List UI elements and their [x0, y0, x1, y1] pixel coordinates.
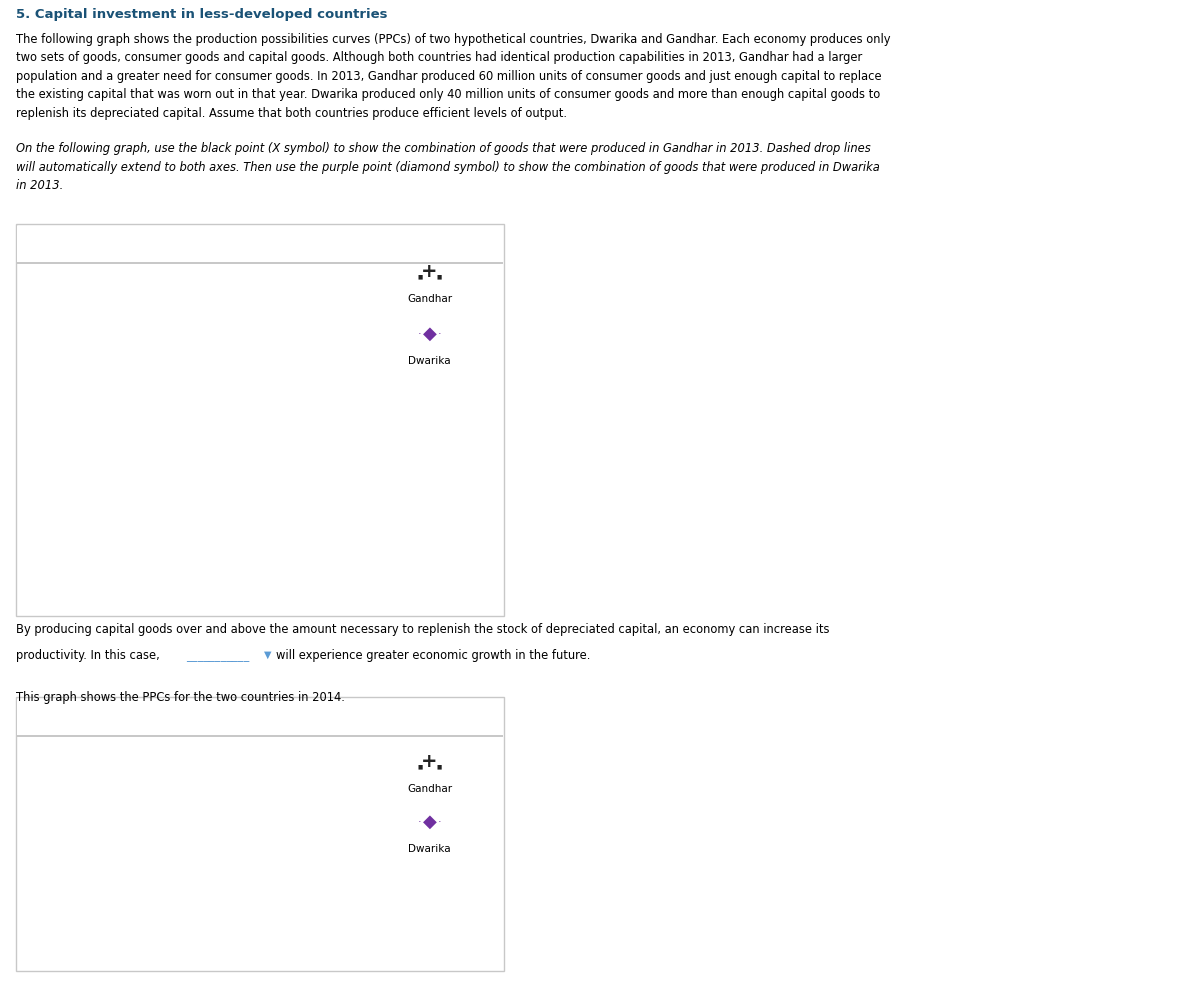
Text: ·: ·	[418, 329, 422, 339]
Text: ___________: ___________	[186, 649, 250, 662]
Text: PPC₁: PPC₁	[80, 824, 101, 833]
Text: ·: ·	[437, 329, 442, 339]
Text: ◆: ◆	[422, 325, 437, 343]
Text: productivity. In this case,: productivity. In this case,	[16, 649, 160, 662]
Text: Dwarika: Dwarika	[408, 844, 451, 854]
Text: The following graph shows the production possibilities curves (PPCs) of two hypo: The following graph shows the production…	[16, 33, 890, 120]
Text: ■: ■	[418, 274, 422, 280]
Circle shape	[472, 702, 496, 722]
Text: ■: ■	[437, 764, 442, 770]
Text: +: +	[421, 262, 438, 282]
Text: This graph shows the PPCs for the two countries in 2014.: This graph shows the PPCs for the two co…	[16, 691, 344, 704]
Text: will experience greater economic growth in the future.: will experience greater economic growth …	[276, 649, 590, 662]
Text: ·: ·	[418, 817, 422, 827]
Text: PPC of Both Countries: PPC of Both Countries	[80, 395, 179, 404]
X-axis label: CONSUMER GOODS (Millions of units): CONSUMER GOODS (Millions of units)	[137, 607, 320, 617]
Text: 5. Capital investment in less-developed countries: 5. Capital investment in less-developed …	[16, 8, 388, 21]
Y-axis label: CAPITAL GOODS (Millions of units): CAPITAL GOODS (Millions of units)	[34, 341, 43, 508]
Text: ·: ·	[437, 817, 442, 827]
Circle shape	[472, 226, 496, 246]
Text: ◆: ◆	[422, 813, 437, 831]
Text: PPC₂: PPC₂	[80, 876, 101, 885]
Text: ?: ?	[480, 707, 487, 717]
Text: ■: ■	[418, 764, 422, 770]
Text: ▼: ▼	[264, 649, 271, 659]
Text: Gandhar: Gandhar	[407, 784, 452, 794]
Text: ?: ?	[480, 231, 487, 241]
Text: On the following graph, use the black point (X symbol) to show the combination o: On the following graph, use the black po…	[16, 142, 880, 192]
Text: By producing capital goods over and above the amount necessary to replenish the : By producing capital goods over and abov…	[16, 623, 829, 636]
Y-axis label: GOODS (Millions of units): GOODS (Millions of units)	[34, 774, 43, 897]
Text: +: +	[421, 752, 438, 772]
Text: Dwarika: Dwarika	[408, 356, 451, 366]
Text: Gandhar: Gandhar	[407, 294, 452, 304]
Text: ■: ■	[437, 274, 442, 280]
